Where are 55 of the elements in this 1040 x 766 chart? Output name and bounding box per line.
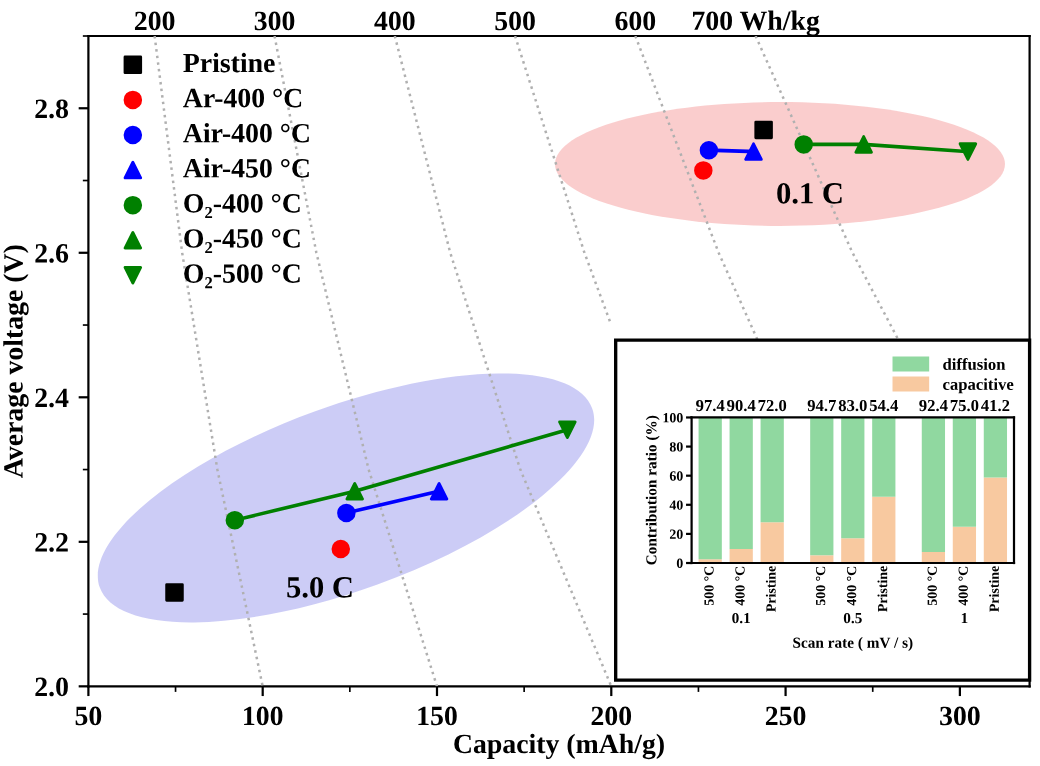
annotation: 200 [134, 11, 175, 31]
x-axis-title: Capacity (mAh/g) [454, 733, 664, 760]
annotation: 500 [495, 11, 535, 31]
y-axis-title: Average voltage (V) [3, 245, 29, 478]
x-tick-label: 300 [940, 706, 980, 726]
legend-label: O₂-400 °C [184, 193, 300, 218]
data-label: 97.4 [696, 399, 725, 412]
legend-label: Air-450 °C [183, 158, 309, 178]
y-tick-label: 2.6 [35, 244, 69, 263]
annotation: 400 [374, 11, 415, 31]
data-label: 72.0 [758, 399, 787, 412]
x-tick-label: 150 [418, 706, 457, 726]
x-tick-label: 50 [75, 706, 102, 726]
data-label: 75.0 [950, 399, 979, 412]
annotation: 700 Wh/kg [692, 10, 820, 36]
x-tick-label: 200 [591, 706, 632, 726]
legend-label: O₂-500 °C [184, 264, 300, 289]
annotation: 5.0 C [287, 577, 352, 598]
y-tick-label: 2.0 [35, 677, 68, 697]
data-label: 41.2 [981, 399, 1010, 412]
annotation: 0.1 C [777, 183, 842, 204]
legend-label: O₂-450 °C [184, 229, 300, 254]
point [854, 135, 873, 154]
point [165, 583, 184, 602]
point [958, 142, 978, 161]
x-tick-label: 250 [765, 706, 806, 726]
data-label: 92.4 [919, 399, 948, 412]
point [337, 503, 356, 523]
annotation: 300 [254, 11, 295, 31]
point [558, 420, 577, 440]
line-series [393, 36, 613, 687]
data-label: 54.4 [869, 400, 899, 412]
point [744, 142, 763, 161]
y-tick-label: 2.2 [35, 533, 68, 552]
legend-label: capacitive [943, 378, 1014, 394]
x-tick-label: 100 [244, 706, 283, 726]
data-label: 83.0 [838, 399, 867, 412]
data-label: 90.4 [727, 399, 756, 412]
legend-label: Air-400 °C [183, 123, 309, 143]
point [331, 539, 351, 559]
legend-label: diffusion [943, 358, 1006, 370]
annotation: 600 [615, 11, 656, 31]
data-label: 94.7 [807, 399, 836, 412]
legend-label: Pristine [183, 52, 275, 73]
point [754, 120, 773, 140]
point [794, 135, 813, 154]
point [699, 140, 719, 160]
legend-label: Ar-400 °C [183, 88, 302, 108]
y-tick-label: 2.8 [35, 99, 69, 119]
point [694, 161, 713, 180]
point [429, 481, 449, 501]
point [345, 481, 364, 501]
y-tick-label: 2.4 [35, 388, 69, 408]
line-series [273, 36, 439, 687]
point [225, 510, 245, 530]
